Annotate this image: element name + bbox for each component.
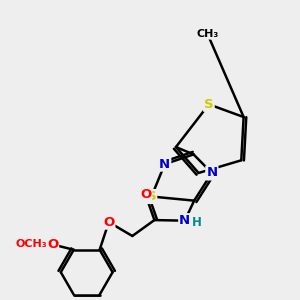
Text: OCH₃: OCH₃: [16, 239, 47, 250]
Text: N: N: [179, 214, 190, 227]
Text: S: S: [204, 98, 214, 111]
Text: N: N: [159, 158, 170, 171]
Text: S: S: [147, 190, 156, 203]
Text: O: O: [140, 188, 151, 201]
Text: CH₃: CH₃: [196, 29, 218, 39]
Text: O: O: [47, 238, 58, 251]
Text: H: H: [192, 216, 202, 229]
Text: O: O: [103, 216, 114, 229]
Text: N: N: [206, 167, 218, 179]
